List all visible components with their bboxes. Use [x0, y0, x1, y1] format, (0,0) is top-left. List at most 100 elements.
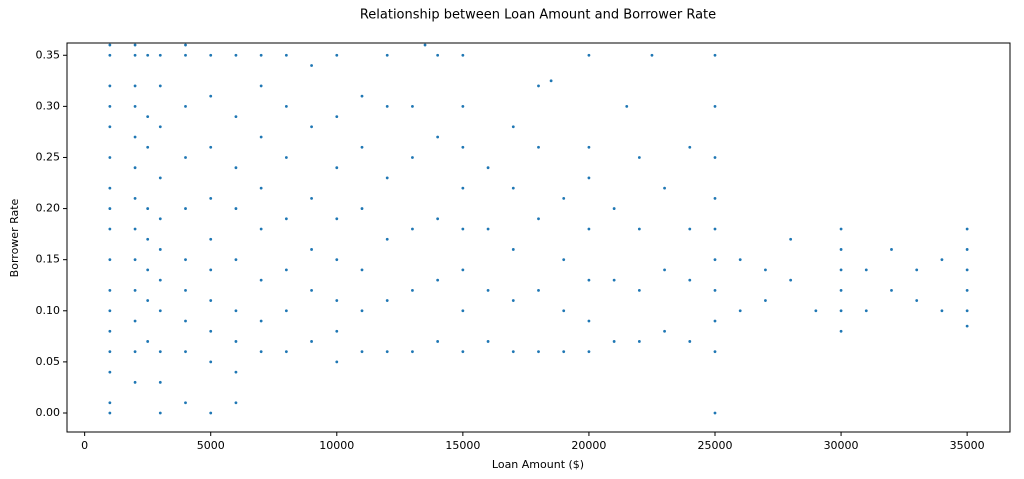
point — [234, 340, 238, 343]
point — [158, 350, 162, 354]
point — [209, 196, 213, 200]
point — [209, 329, 213, 333]
point — [411, 288, 414, 292]
point — [537, 145, 540, 149]
point — [108, 156, 112, 159]
point — [965, 324, 969, 328]
point — [965, 309, 969, 313]
point — [360, 94, 364, 98]
y-tick-label: 0.35 — [36, 48, 61, 61]
point — [738, 258, 742, 262]
point — [284, 350, 288, 354]
point — [511, 248, 515, 251]
point — [158, 248, 162, 251]
x-tick-label: 15000 — [445, 439, 480, 452]
point — [108, 411, 112, 415]
point — [335, 329, 339, 333]
point — [335, 166, 339, 170]
point — [814, 309, 818, 313]
point — [234, 401, 238, 405]
point — [637, 288, 641, 292]
point — [259, 84, 263, 88]
point — [133, 43, 137, 47]
point — [259, 278, 263, 282]
point — [360, 145, 364, 149]
point — [335, 258, 339, 262]
point — [663, 186, 666, 190]
point — [108, 43, 112, 47]
point — [335, 299, 339, 302]
point — [209, 53, 213, 57]
point — [890, 248, 893, 251]
point — [839, 227, 843, 231]
point — [146, 207, 150, 210]
point — [940, 309, 944, 313]
point — [360, 309, 364, 313]
point — [108, 401, 112, 405]
point — [940, 258, 944, 262]
point — [184, 401, 187, 405]
point — [310, 125, 313, 129]
point — [915, 299, 919, 302]
point — [461, 53, 465, 57]
point — [562, 350, 566, 354]
point — [234, 309, 238, 313]
point — [108, 84, 112, 88]
point — [486, 227, 490, 231]
point — [184, 53, 187, 57]
point — [385, 176, 389, 180]
point — [184, 104, 187, 108]
point — [486, 340, 490, 343]
point — [385, 299, 389, 302]
x-tick-label: 20000 — [571, 439, 606, 452]
point — [108, 186, 112, 190]
point — [184, 350, 187, 354]
point — [310, 64, 313, 67]
point — [209, 237, 213, 241]
point — [108, 329, 112, 333]
point — [184, 156, 187, 159]
point — [650, 53, 654, 57]
point — [184, 258, 187, 262]
point — [713, 53, 717, 57]
point — [108, 125, 112, 129]
point — [133, 380, 137, 384]
point — [133, 319, 137, 323]
point — [688, 340, 692, 343]
point — [511, 299, 515, 302]
point — [108, 350, 112, 354]
point — [637, 156, 641, 159]
point — [688, 145, 692, 149]
point — [713, 411, 717, 415]
point — [284, 268, 288, 272]
point — [284, 217, 288, 221]
point — [310, 248, 313, 251]
point — [385, 53, 389, 57]
point — [587, 53, 591, 57]
point — [436, 53, 440, 57]
point — [713, 104, 717, 108]
point — [146, 299, 150, 302]
point — [108, 288, 112, 292]
point — [146, 53, 150, 57]
point — [184, 288, 187, 292]
point — [259, 53, 263, 57]
point — [562, 258, 566, 262]
point — [108, 207, 112, 210]
point — [335, 115, 339, 118]
point — [965, 268, 969, 272]
point — [688, 278, 692, 282]
point — [637, 340, 641, 343]
point — [259, 186, 263, 190]
point — [411, 104, 414, 108]
point — [587, 319, 591, 323]
x-tick-label: 5000 — [197, 439, 225, 452]
point — [738, 309, 742, 313]
point — [133, 288, 137, 292]
point — [839, 248, 843, 251]
point — [461, 350, 465, 354]
point — [461, 145, 465, 149]
point — [385, 104, 389, 108]
point — [133, 196, 137, 200]
